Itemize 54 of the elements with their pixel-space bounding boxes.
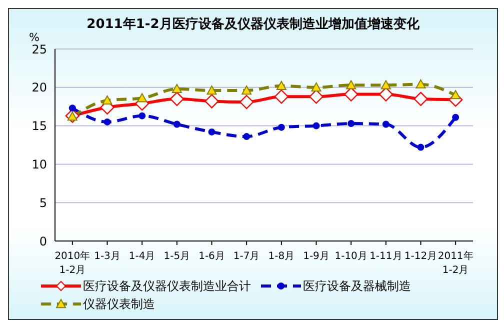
point [344, 87, 358, 102]
x-tick-label: 1-8月 [268, 251, 295, 262]
point [137, 93, 148, 102]
x-tick-label: 1-11月 [370, 251, 402, 262]
point [138, 112, 146, 120]
x-tick-label: 1-7月 [233, 251, 260, 262]
point [68, 104, 76, 112]
point [242, 85, 252, 95]
legend-label: 医疗设备及器械制造 [303, 278, 411, 294]
point [414, 92, 428, 106]
point [204, 94, 219, 108]
point [311, 82, 322, 92]
y-tick-label: 5 [39, 196, 47, 210]
x-tick-label: 1-3月 [94, 251, 120, 262]
point [173, 120, 180, 128]
x-tick-label: 1-12月 [404, 251, 438, 262]
point [452, 114, 460, 121]
point [346, 80, 356, 90]
point [172, 84, 182, 94]
point [278, 124, 285, 131]
point [382, 120, 390, 128]
point [170, 92, 184, 106]
x-tick-label: 1-9月 [303, 251, 330, 262]
point [450, 90, 461, 100]
x-tick-label: 1-4月 [128, 251, 156, 262]
x-tick-label: 1-6月 [198, 251, 225, 262]
point [378, 87, 394, 102]
legend-label: 仪器仪表制造 [83, 296, 155, 312]
point [309, 90, 324, 104]
y-axis-title: % [29, 31, 40, 44]
point [239, 94, 254, 110]
point [416, 79, 426, 88]
y-tick-label: 15 [32, 119, 47, 134]
x-tick-label: 1-5月 [164, 251, 190, 262]
y-tick-label: 20 [32, 80, 47, 95]
point [348, 120, 355, 127]
point [208, 128, 216, 136]
y-tick-label: 0 [39, 234, 47, 248]
point [417, 144, 424, 151]
point [206, 85, 217, 95]
point [243, 133, 250, 140]
point [276, 80, 286, 90]
legend-label: 医疗设备及仪器仪表制造业合计 [83, 278, 251, 294]
chart-title: 2011年1-2月医疗设备及仪器仪表制造业增加值增速变化 [86, 17, 420, 32]
x-tick-label: 1-10月 [334, 251, 368, 262]
x-tick-label: 2011年 1-2月 [438, 250, 474, 276]
point [104, 118, 111, 126]
x-tick-label: 2010年 1-2月 [54, 250, 90, 276]
point [312, 122, 320, 130]
point [102, 95, 112, 105]
point [380, 80, 391, 90]
y-tick-label: 25 [32, 42, 47, 56]
point [274, 90, 289, 104]
y-tick-label: 10 [32, 157, 47, 172]
